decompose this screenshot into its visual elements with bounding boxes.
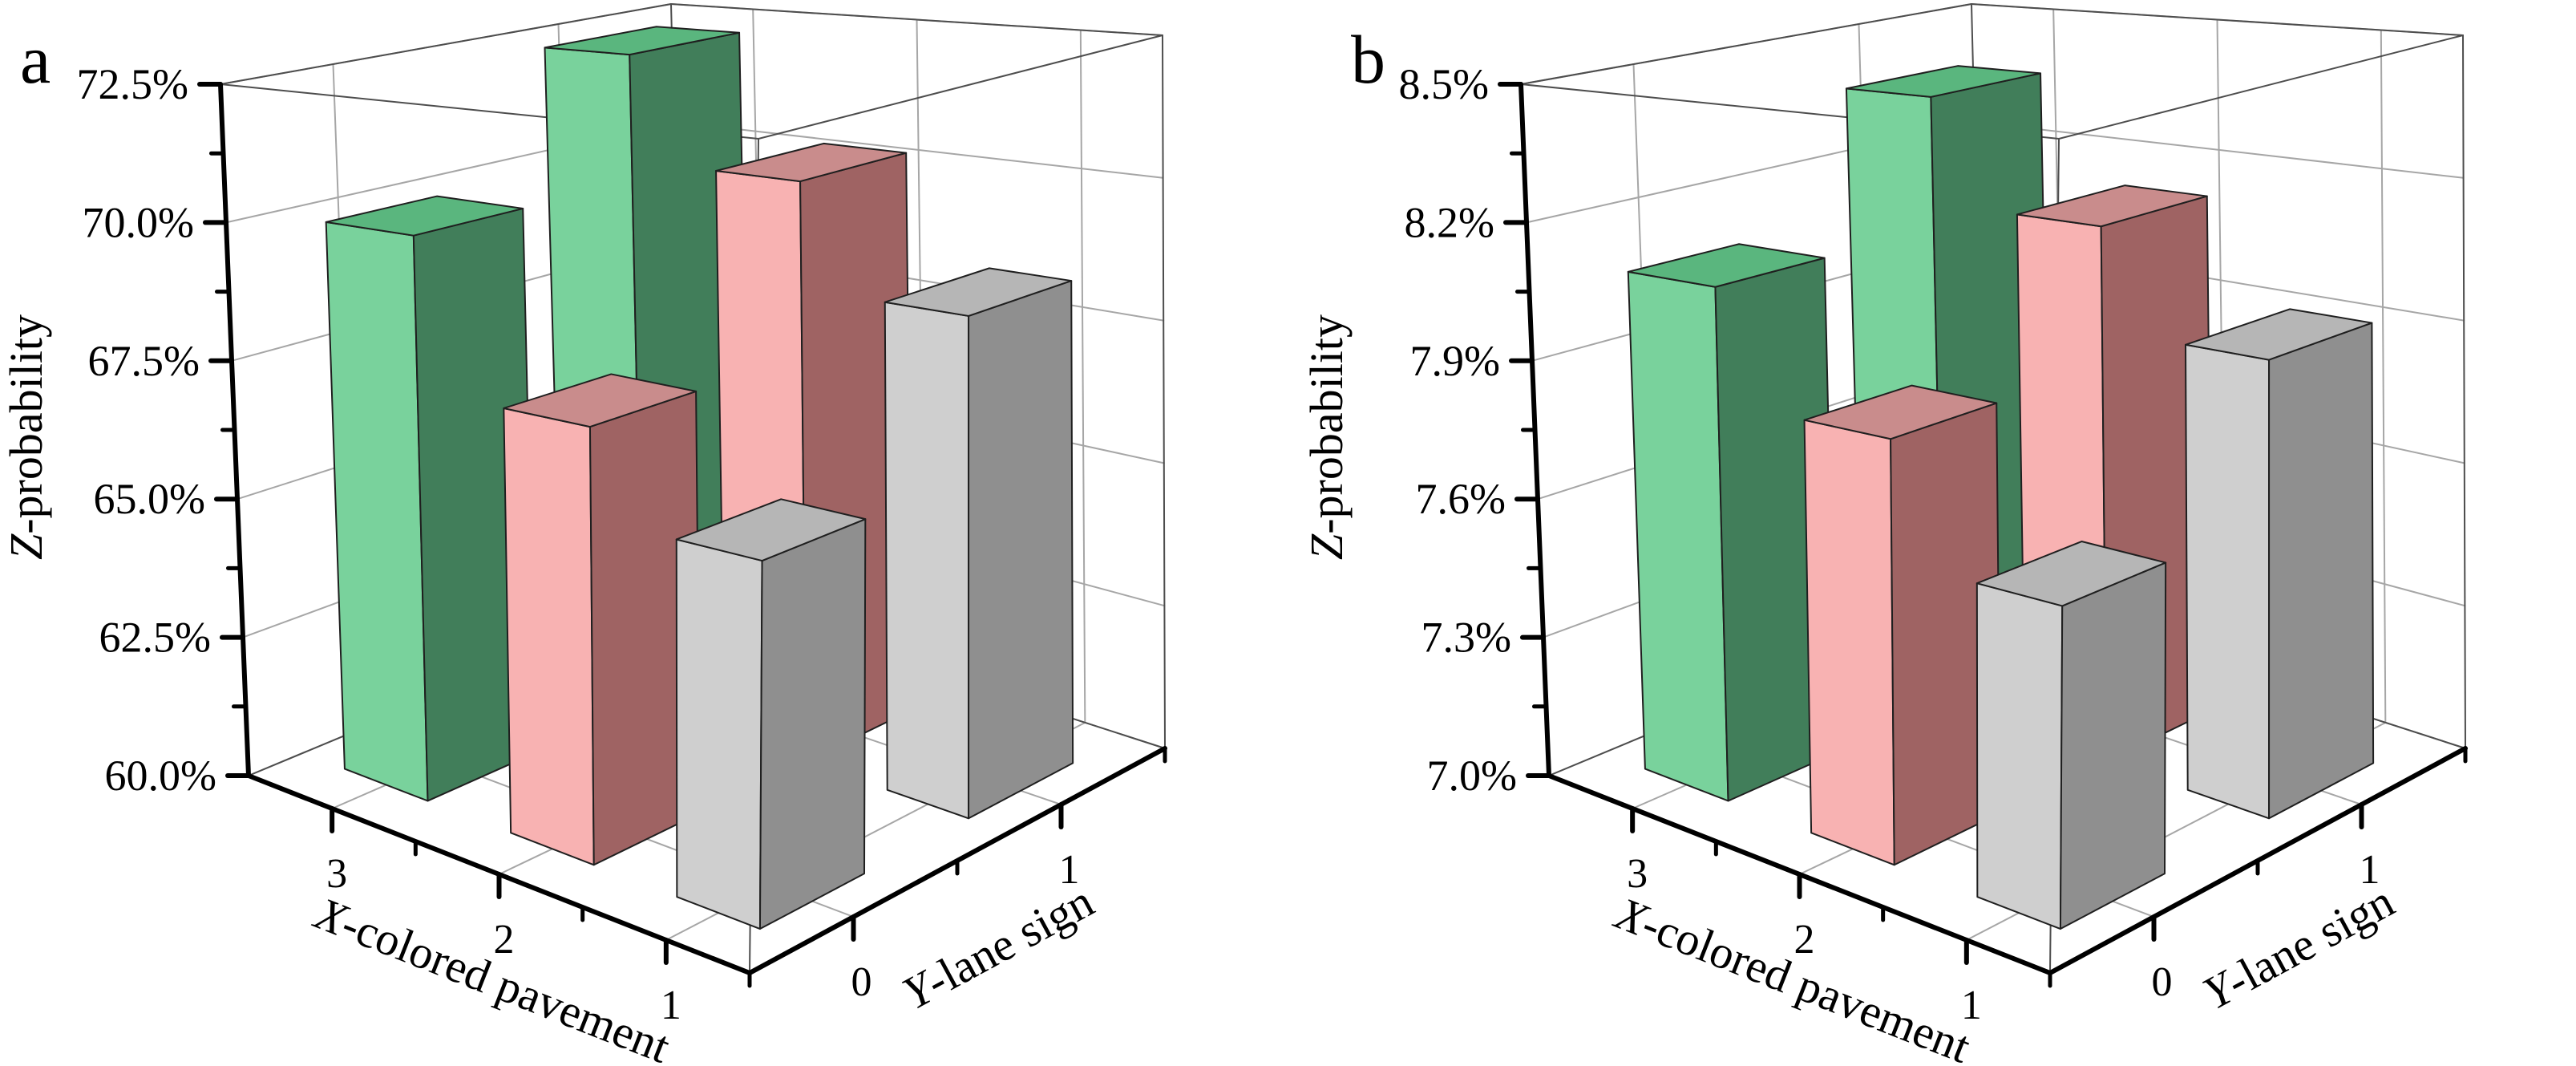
bar-face-left [2185,343,2271,820]
bar-face-left [1803,419,1895,866]
bar-face-top [2185,308,2373,361]
y-axis-title: Y-lane sign [894,875,1102,1020]
bar-x1-y1 [2185,308,2375,820]
bar-x1-y0 [675,498,867,930]
x-axis-title: X-colored pavement [307,886,677,1066]
z-tick-label: 8.5% [1399,60,1489,108]
y-tick-label: 1 [2360,847,2380,893]
z-tick-label: 7.6% [1416,475,1506,523]
z-tick-label: 7.0% [1427,752,1517,800]
box-edge-top-back [670,3,1163,36]
bar-x2-y0 [503,373,702,866]
z-tick-label: 65.0% [94,475,205,523]
box-edge-top-left [1520,3,1972,85]
x-tick-label: 3 [326,851,347,897]
x-tick-label: 1 [1961,983,1982,1028]
box-edge-top-left [220,3,672,85]
bar-face-left [503,407,595,866]
bar-face-top [1803,384,1998,440]
y-tick-label: 0 [2152,959,2173,1005]
x-tick-label: 2 [1794,917,1815,963]
gridline-x-right-wall [2380,29,2387,724]
bar-face-top [715,142,908,183]
bar-face-top [544,26,741,56]
bar-face-right [758,518,867,930]
bar-face-right [2059,561,2167,930]
x-axis-title: X-colored pavement [1607,886,1978,1066]
box-edge-right-vertical [1162,34,1166,749]
box-edge-top-right [2058,34,2464,140]
bar-x1-y1 [884,267,1074,820]
bar-face-top [675,498,867,562]
z-tick-label: 7.9% [1410,337,1500,385]
box-edge-right-vertical [2462,34,2466,749]
gridline-x-right-wall [1079,29,1086,724]
bar-face-right [968,280,1074,820]
z-tick-label: 67.5% [88,337,200,385]
bar-face-left [1627,270,1729,802]
bar-face-top [1975,541,2167,607]
x-tick-label: 1 [661,983,681,1028]
bar-face-left [884,301,970,820]
y-tick-label: 0 [851,959,872,1005]
bar-face-top [1627,243,1826,288]
chart-panel-a: 60.0%62.5%65.0%67.5%70.0%72.5%32101X-col… [0,3,1167,1066]
y-tick-label: 1 [1059,847,1080,893]
bar-face-left [1975,582,2064,930]
z-tick-label: 62.5% [99,614,211,662]
bar-face-top [2016,184,2208,228]
panel-letter-label: a [20,21,51,98]
box-edge-top-back [1971,3,2464,36]
bar-face-left [675,538,763,930]
panel-letter-label: b [1351,21,1385,98]
bar-face-top [503,373,698,428]
bar-x1-y0 [1975,541,2167,930]
z-axis-title: Z-probability [1300,314,1353,560]
bar-face-top [325,195,524,237]
box-edge-top-right [758,34,1163,140]
z-tick-label: 72.5% [77,60,188,108]
bar-x3-y0 [1627,243,1838,802]
bar-face-left [325,221,429,802]
bar-face-right [2268,322,2375,820]
z-tick-label: 8.2% [1405,198,1494,246]
bar-x2-y0 [1803,384,2002,866]
bar-face-top [1845,65,2042,98]
z-tick-label: 60.0% [105,752,216,800]
z-axis-title: Z-probability [0,314,52,560]
x-tick-label: 2 [494,917,515,963]
bar-face-top [884,267,1073,317]
z-tick-label: 7.3% [1421,614,1511,662]
y-axis-title: Y-lane sign [2194,875,2402,1020]
z-tick-label: 70.0% [83,198,194,246]
bar-x3-y0 [325,195,537,802]
x-tick-label: 3 [1627,851,1648,897]
